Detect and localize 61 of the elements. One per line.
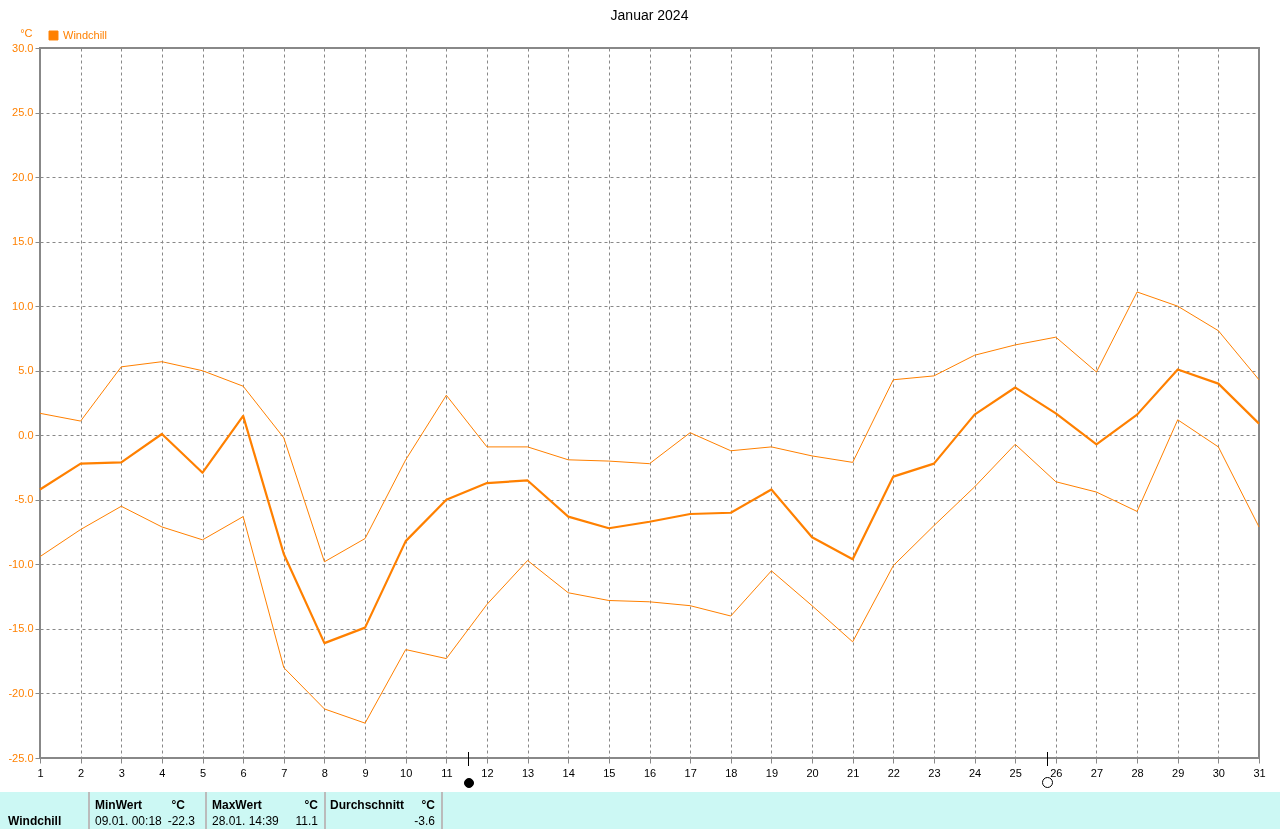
x-tick-label: 21	[847, 766, 860, 779]
x-tick-label: 11	[441, 766, 453, 779]
x-tick-label: 7	[281, 766, 288, 779]
y-tick-label: 5.0	[18, 364, 34, 377]
x-tick-label: 2	[78, 766, 85, 779]
y-axis-title: °C	[20, 26, 33, 39]
y-tick-label: 10.0	[12, 299, 34, 312]
text: °C	[304, 798, 318, 812]
y-tick-label: 25.0	[12, 106, 34, 119]
x-tick-label: 30	[1212, 766, 1225, 779]
y-tick-label: 20.0	[12, 170, 34, 183]
x-tick-label: 6	[240, 766, 247, 779]
y-tick-label: 30.0	[12, 41, 34, 54]
text: -3.6	[414, 814, 435, 828]
line-series	[39, 419, 1260, 724]
x-tick-label: 24	[968, 766, 982, 779]
x-tick-label: 23	[928, 766, 941, 779]
text: Durchschnitt	[330, 798, 405, 812]
x-tick-label: 20	[806, 766, 819, 779]
y-tick-label: -5.0	[14, 493, 34, 506]
text: 28.01. 14:39	[212, 814, 279, 828]
x-tick-label: 28	[1131, 766, 1144, 779]
x-tick-label: 15	[603, 766, 616, 779]
x-tick-label: 19	[765, 766, 779, 779]
text: 09.01. 00:18	[95, 814, 162, 828]
y-tick-label: -15.0	[8, 622, 34, 635]
text: 11.1	[295, 814, 318, 828]
x-tick-label: 31	[1253, 766, 1266, 779]
text: Windchill	[8, 814, 62, 828]
x-tick-label: 9	[362, 766, 369, 779]
x-tick-label: 1	[37, 766, 44, 779]
y-tick-label: -10.0	[8, 557, 34, 570]
x-tick-label: 22	[887, 766, 900, 779]
x-tick-label: 3	[118, 766, 125, 779]
y-tick-label: -25.0	[8, 751, 34, 764]
x-tick-label: 8	[321, 766, 328, 779]
x-tick-label: 5	[199, 766, 207, 779]
x-tick-label: 13	[521, 766, 535, 779]
line-series	[38, 368, 1261, 645]
x-tick-label: 10	[400, 766, 413, 779]
x-tick-label: 4	[159, 766, 166, 779]
y-tick-label: 15.0	[12, 235, 34, 248]
line-series	[39, 291, 1260, 563]
text: °C	[171, 798, 185, 812]
legend-label: Windchill	[63, 28, 108, 41]
text: MaxWert	[212, 798, 262, 812]
x-tick-label: 18	[725, 766, 738, 779]
x-tick-label: 26	[1050, 766, 1063, 779]
y-tick-label: 0.0	[18, 428, 34, 441]
text: °C	[421, 798, 435, 812]
x-tick-label: 14	[562, 766, 575, 779]
text: MinWert	[95, 798, 143, 812]
chart-title: Januar 2024	[610, 7, 689, 23]
x-tick-label: 27	[1090, 766, 1104, 779]
text: -22.3	[167, 814, 195, 828]
y-tick-label: -20.0	[8, 686, 34, 699]
x-tick-label: 17	[684, 766, 697, 779]
x-tick-label: 25	[1009, 766, 1022, 779]
x-tick-label: 12	[481, 766, 494, 779]
x-tick-label: 16	[643, 766, 657, 779]
x-tick-label: 29	[1172, 766, 1185, 779]
